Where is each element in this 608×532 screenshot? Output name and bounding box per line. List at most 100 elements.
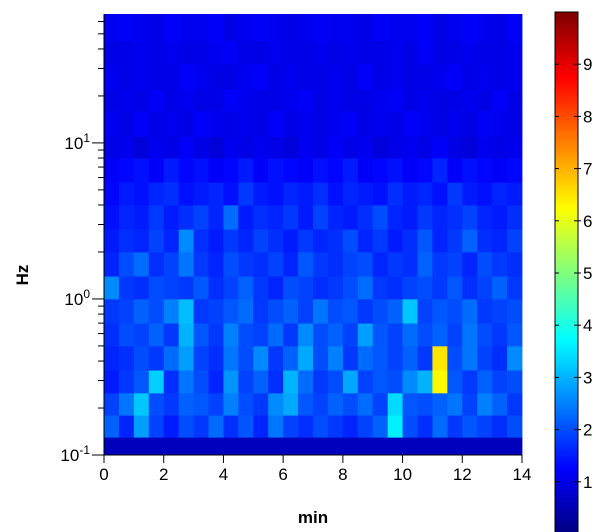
heatmap-cell [148,251,165,277]
colorbar-band [555,254,578,258]
heatmap-cell [283,111,299,137]
heatmap-cell [268,298,284,324]
heatmap-cell [163,64,180,90]
heatmap-cell [357,276,374,300]
colorbar-band [555,202,578,206]
colorbar-band [555,445,578,449]
heatmap-cell [387,345,403,371]
heatmap-cell [387,392,403,416]
colorbar-band [555,176,578,180]
heatmap-cell [178,415,194,438]
heatmap-cell [118,89,135,112]
colorbar-band [555,173,578,177]
heatmap-cell [432,415,448,438]
heatmap-cell [387,251,403,277]
colorbar-band [555,30,578,34]
colorbar-band [555,507,578,512]
heatmap-cell [104,437,120,456]
heatmap-cell [178,437,194,456]
colorbar-band [555,85,578,89]
heatmap-cell [163,89,180,112]
heatmap-cell [298,437,314,456]
heatmap-cell [327,111,344,137]
heatmap-cell [118,276,135,300]
heatmap-cell [462,40,478,65]
heatmap-cell [327,64,344,90]
heatmap-cell [253,136,269,159]
heatmap-cell [104,182,120,206]
heatmap-cell [417,276,433,300]
colorbar-band [555,432,578,436]
colorbar-band [555,361,578,365]
heatmap-cell [268,40,284,65]
heatmap-cell [208,298,224,324]
colorbar-band [555,411,578,415]
heatmap-cell [163,298,180,324]
colorbar-gradient [555,12,578,532]
colorbar-band [555,220,578,224]
heatmap-cell [238,229,254,253]
colorbar-band [555,387,578,391]
heatmap-cell [148,89,165,112]
colorbar-tick-label: 5 [583,264,592,283]
colorbar-band [555,437,578,441]
colorbar-band [555,453,578,457]
heatmap-cell [238,298,254,324]
colorbar-band [555,241,578,245]
heatmap-cell [178,251,194,277]
heatmap-cell [208,251,224,277]
colorbar-band [555,382,578,386]
heatmap-cell [327,298,344,324]
y-tick-base: 10 [60,446,79,465]
heatmap-cell [447,136,463,159]
heatmap-cell [163,182,180,206]
heatmap-cell [298,276,314,300]
heatmap-cell [283,89,299,112]
heatmap-cell [223,370,239,394]
heatmap-cell [268,158,284,183]
heatmap-cell [104,298,120,324]
colorbar-band [555,429,578,433]
colorbar-band [555,43,578,47]
heatmap-cell [253,276,269,300]
heatmap-cell [432,14,448,42]
colorbar-band [555,126,578,130]
heatmap-cell [163,111,180,137]
colorbar-band [555,17,578,21]
colorbar-band [555,179,578,183]
heatmap-cell [208,370,224,394]
heatmap-cell [387,415,403,438]
heatmap-cell [238,64,254,90]
heatmap-cell [357,251,374,277]
heatmap-cell [342,437,359,456]
heatmap-cell [402,64,418,90]
colorbar-band [555,398,578,402]
heatmap-cell [223,136,239,159]
colorbar-band [555,186,578,190]
heatmap-cell [298,415,314,438]
colorbar-band [555,471,578,475]
heatmap-cell [477,111,493,137]
heatmap-cell [417,136,433,159]
heatmap-cell [462,276,478,300]
heatmap-cell [193,182,209,206]
heatmap-cell [268,251,284,277]
heatmap-cell [342,276,359,300]
heatmap-cell [298,345,314,371]
heatmap-cell [357,437,374,456]
heatmap-cell [492,158,508,183]
heatmap-cell [417,323,433,347]
colorbar-band [555,372,578,376]
colorbar-band [555,343,578,347]
heatmap-cell [372,158,389,183]
heatmap-cell [223,14,239,42]
colorbar-band [555,528,578,532]
heatmap-cell [208,229,224,253]
heatmap-cell [163,251,180,277]
heatmap-cell [148,323,165,347]
heatmap-cell [223,345,239,371]
heatmap-cell [148,370,165,394]
heatmap-cell [208,437,224,456]
heatmap-cell [447,298,463,324]
heatmap-cell [163,14,180,42]
